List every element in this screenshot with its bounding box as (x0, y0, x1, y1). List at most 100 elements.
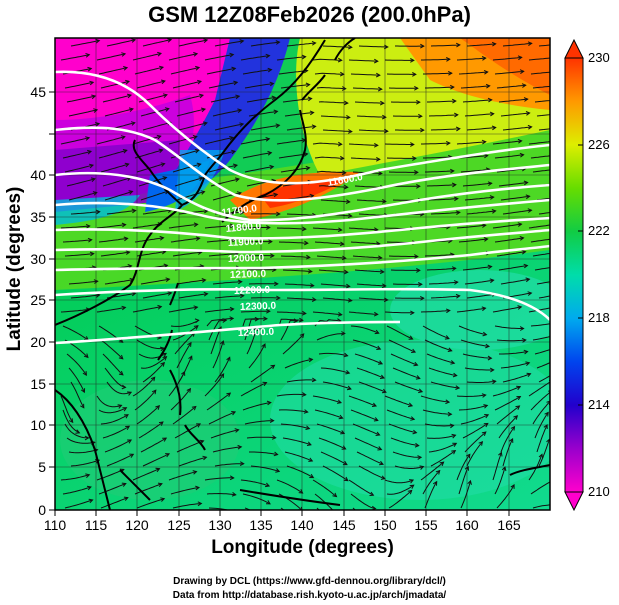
streamline (98, 407, 127, 414)
streamline-arrow (195, 236, 201, 242)
streamline-arrow (123, 414, 129, 419)
streamline (356, 115, 386, 118)
streamline-arrow (265, 482, 271, 488)
streamline (322, 465, 349, 482)
streamline-arrow (232, 163, 239, 169)
streamline-arrow (269, 81, 275, 87)
chart-title: GSM 12Z08Feb2026 (200.0hPa) (148, 2, 471, 27)
streamline-arrow (415, 375, 421, 380)
y-tick-label: 45 (30, 84, 46, 100)
x-tick-label: 125 (167, 517, 191, 533)
streamline-arrow (301, 54, 307, 60)
streamline-arrow (339, 71, 345, 77)
streamline-arrow (127, 439, 133, 444)
contour-label: 12100.0 (230, 269, 267, 281)
streamline (286, 297, 316, 301)
streamline (466, 127, 496, 131)
streamline-arrow (447, 347, 453, 352)
streamline (204, 225, 234, 229)
streamline-arrow (383, 128, 389, 134)
streamline (456, 224, 486, 229)
streamline (430, 381, 460, 389)
streamline (464, 113, 494, 117)
streamline (168, 53, 198, 61)
streamline (286, 379, 316, 383)
streamline-arrow (239, 122, 245, 127)
streamline-arrow (118, 354, 124, 360)
streamline (240, 382, 267, 397)
streamline-arrow (455, 210, 461, 216)
streamline (502, 42, 532, 47)
streamline-arrow (196, 423, 201, 428)
streamline-arrow (373, 58, 379, 64)
streamline-arrow (90, 177, 96, 182)
streamline-arrow (268, 239, 273, 244)
streamline (500, 362, 530, 369)
streamline-arrow (239, 210, 245, 215)
streamline-arrow (193, 222, 199, 228)
streamline (422, 470, 441, 495)
streamline-arrow (373, 142, 379, 148)
streamline-arrow (558, 503, 562, 507)
streamline (356, 451, 384, 465)
contour-label: 11800.0 (225, 221, 262, 235)
streamline (358, 297, 388, 301)
streamline (240, 227, 270, 229)
streamline (132, 135, 161, 145)
streamline (464, 196, 494, 201)
streamline (528, 141, 550, 145)
streamline (314, 72, 344, 75)
streamline (70, 459, 100, 467)
streamline-arrow (383, 297, 389, 303)
streamline-arrow (453, 280, 459, 285)
streamline-arrow (519, 152, 525, 158)
streamline-arrow (523, 97, 529, 102)
streamline-arrow (560, 98, 564, 102)
streamline-arrow (447, 411, 453, 417)
streamline (168, 471, 197, 481)
streamline (286, 125, 316, 131)
streamline (494, 466, 506, 495)
streamline (421, 58, 450, 61)
contour-labels: 11600.0 11700.0 11800.0 11900.0 12000.0 … (221, 172, 364, 339)
streamline-arrow (452, 372, 458, 378)
streamline (176, 108, 206, 117)
streamline (492, 56, 522, 61)
streamline (100, 339, 124, 360)
streamline-arrow (311, 297, 317, 302)
streamline (499, 351, 528, 355)
streamline (318, 185, 348, 188)
streamline-arrow (308, 357, 314, 363)
streamline-arrow (229, 223, 235, 229)
streamline-arrow (198, 176, 204, 181)
streamline-arrow (195, 65, 201, 71)
streamline (100, 497, 128, 509)
streamline-arrow (410, 310, 415, 316)
streamline (318, 101, 348, 104)
streamline (498, 182, 528, 187)
streamline (496, 405, 520, 425)
streamline (356, 367, 385, 379)
streamline (534, 412, 549, 439)
streamline-arrow (194, 148, 200, 154)
streamline (430, 450, 456, 467)
y-tick-label: 25 (30, 292, 46, 308)
streamline (358, 381, 387, 393)
streamline-arrow (237, 279, 243, 285)
streamline-arrow (301, 392, 307, 397)
streamline-arrow (447, 70, 453, 76)
streamline-arrow (309, 283, 315, 288)
streamline (64, 81, 94, 89)
streamline (208, 411, 236, 425)
streamline (142, 121, 171, 131)
streamline (66, 437, 95, 444)
streamline (316, 423, 345, 434)
streamline-arrow (193, 52, 199, 57)
streamline-arrow (453, 196, 459, 202)
streamline-arrow (123, 66, 129, 71)
streamline-arrow (254, 316, 260, 322)
streamline (64, 423, 89, 439)
streamline-arrow (162, 437, 168, 442)
streamline (284, 451, 313, 462)
streamline-arrow (455, 293, 461, 299)
